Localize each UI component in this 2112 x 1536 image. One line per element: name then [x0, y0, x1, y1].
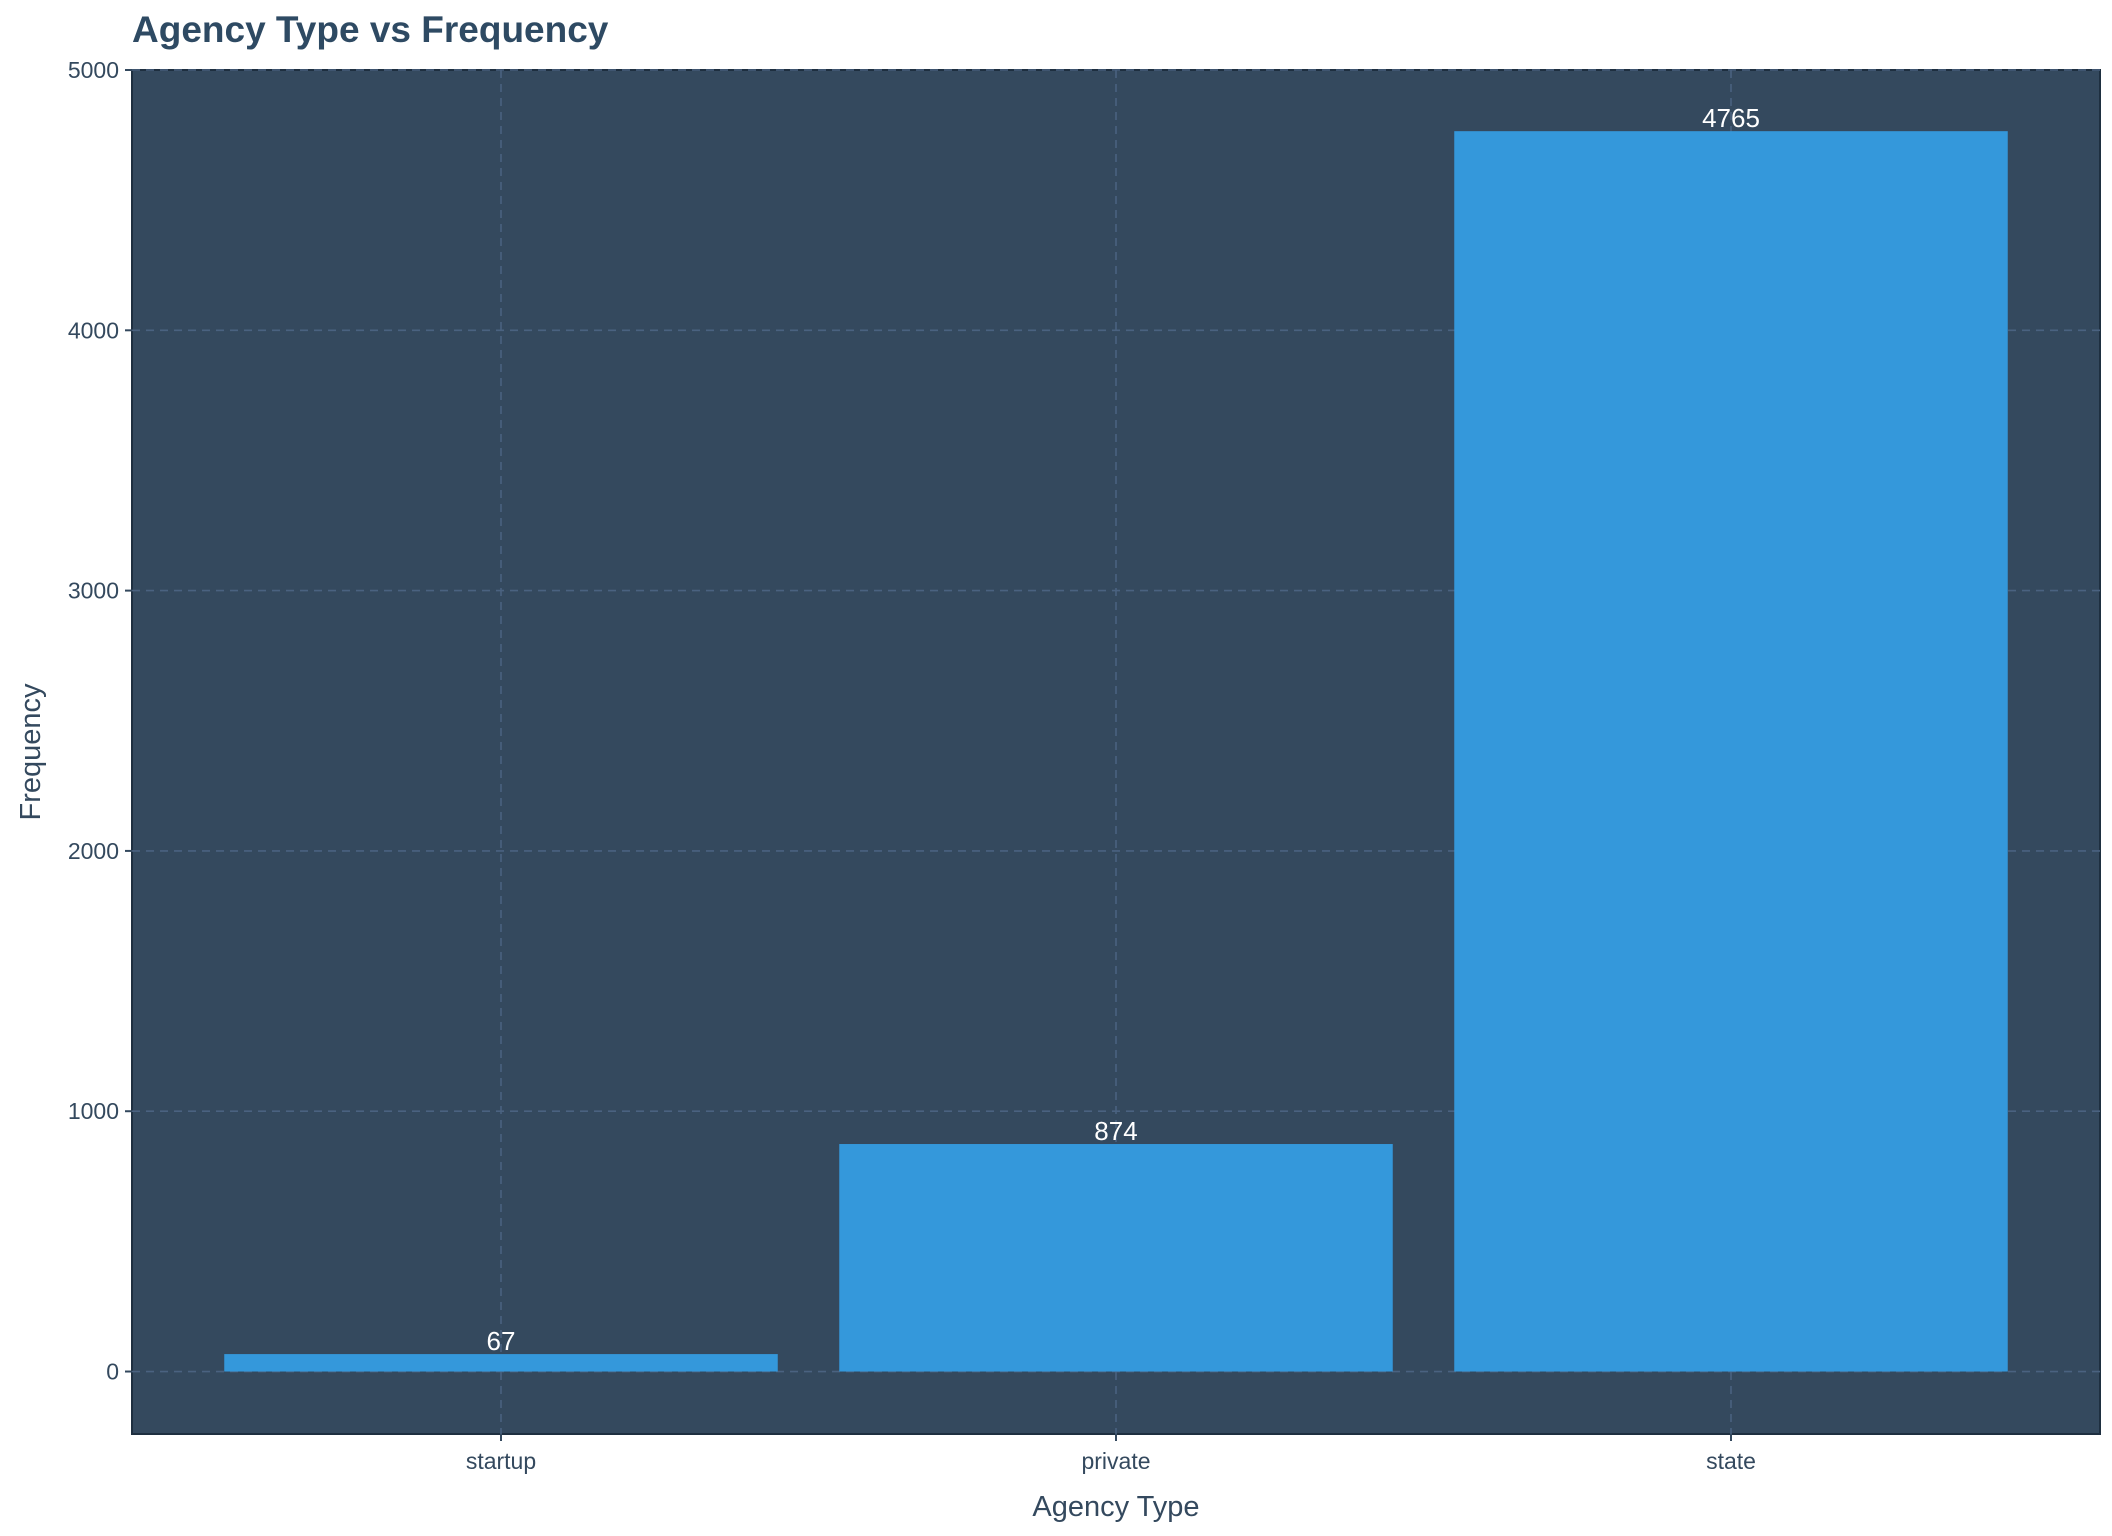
bar-value-label-private: 874	[1094, 1116, 1137, 1146]
y-tick-label: 4000	[68, 317, 119, 343]
bar-state	[1454, 131, 2008, 1372]
y-tick-label: 5000	[68, 57, 119, 83]
y-tick-label: 3000	[68, 578, 119, 604]
y-tick-label: 2000	[68, 838, 119, 864]
x-axis-ticks: startup private state	[466, 1434, 1756, 1474]
x-tick-label: private	[1081, 1448, 1150, 1474]
bar-private	[839, 1144, 1393, 1372]
bar-value-label-startup: 67	[487, 1326, 516, 1356]
x-tick-label: startup	[466, 1448, 536, 1474]
chart-title: Agency Type vs Frequency	[132, 9, 609, 50]
bar-value-labels: 67 874 4765	[487, 103, 1760, 1356]
x-axis-title: Agency Type	[1032, 1491, 1199, 1523]
x-tick-label: state	[1706, 1448, 1756, 1474]
bar-value-label-state: 4765	[1702, 103, 1760, 133]
y-axis-ticks: 0 1000 2000 3000 4000 5000	[68, 57, 132, 1385]
bars	[224, 131, 2008, 1372]
bar-startup	[224, 1354, 778, 1372]
y-axis-title: Frequency	[15, 683, 47, 821]
y-tick-label: 1000	[68, 1098, 119, 1124]
y-tick-label: 0	[106, 1359, 119, 1385]
